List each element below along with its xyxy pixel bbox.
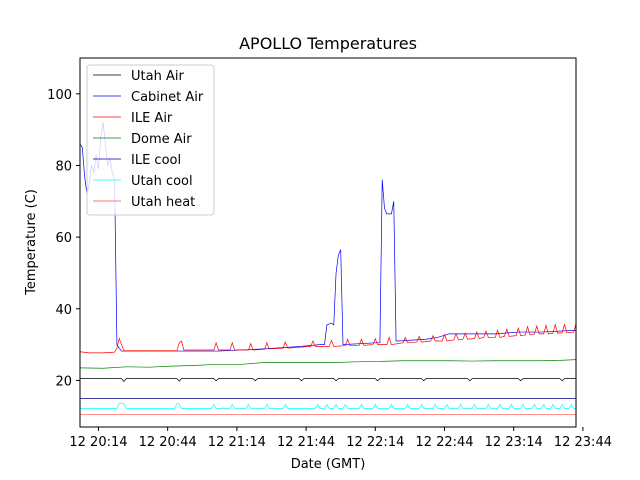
y-tick-label: 60 bbox=[55, 231, 72, 246]
legend-label-utah-heat: Utah heat bbox=[131, 195, 195, 210]
x-tick-label: 12 20:14 bbox=[69, 435, 127, 450]
x-axis: 12 20:14 12 20:44 12 21:14 12 21:44 12 22:14… bbox=[69, 427, 612, 450]
x-tick-label: 12 20:44 bbox=[139, 435, 197, 450]
legend: Utah Air Cabinet Air ILE Air Dome Air ILE co… bbox=[86, 64, 215, 216]
x-tick-label: 12 23:44 bbox=[554, 435, 612, 450]
x-axis-label: Date (GMT) bbox=[291, 457, 366, 472]
chart-title: APOLLO Temperatures bbox=[239, 34, 417, 53]
y-axis: 20 40 60 80 100 bbox=[47, 88, 80, 389]
series-line-utah-air bbox=[80, 378, 576, 383]
x-tick-label: 12 22:44 bbox=[415, 435, 473, 450]
x-tick-label: 12 21:14 bbox=[208, 435, 266, 450]
legend-label-utah-air: Utah Air bbox=[131, 69, 184, 84]
legend-label-cabinet-air: Cabinet Air bbox=[131, 90, 204, 105]
series-line-ile-air bbox=[80, 323, 576, 354]
y-axis-label: Temperature (C) bbox=[24, 189, 39, 296]
y-tick-label: 20 bbox=[55, 374, 72, 389]
series-line-dome-air bbox=[80, 359, 576, 369]
x-tick-label: 12 21:44 bbox=[277, 435, 335, 450]
legend-box bbox=[86, 64, 215, 216]
y-tick-label: 80 bbox=[55, 159, 72, 174]
plot-frame bbox=[79, 57, 577, 428]
legend-label-utah-cool: Utah cool bbox=[131, 174, 193, 189]
x-tick-label: 12 22:14 bbox=[346, 435, 404, 450]
legend-label-dome-air: Dome Air bbox=[131, 132, 192, 147]
x-tick-label: 12 23:14 bbox=[485, 435, 543, 450]
legend-label-ile-air: ILE Air bbox=[131, 111, 173, 126]
y-tick-label: 100 bbox=[47, 88, 72, 103]
legend-label-ile-cool: ILE cool bbox=[131, 153, 181, 168]
series-line-utah-cool bbox=[80, 403, 576, 409]
y-tick-label: 40 bbox=[55, 303, 72, 318]
